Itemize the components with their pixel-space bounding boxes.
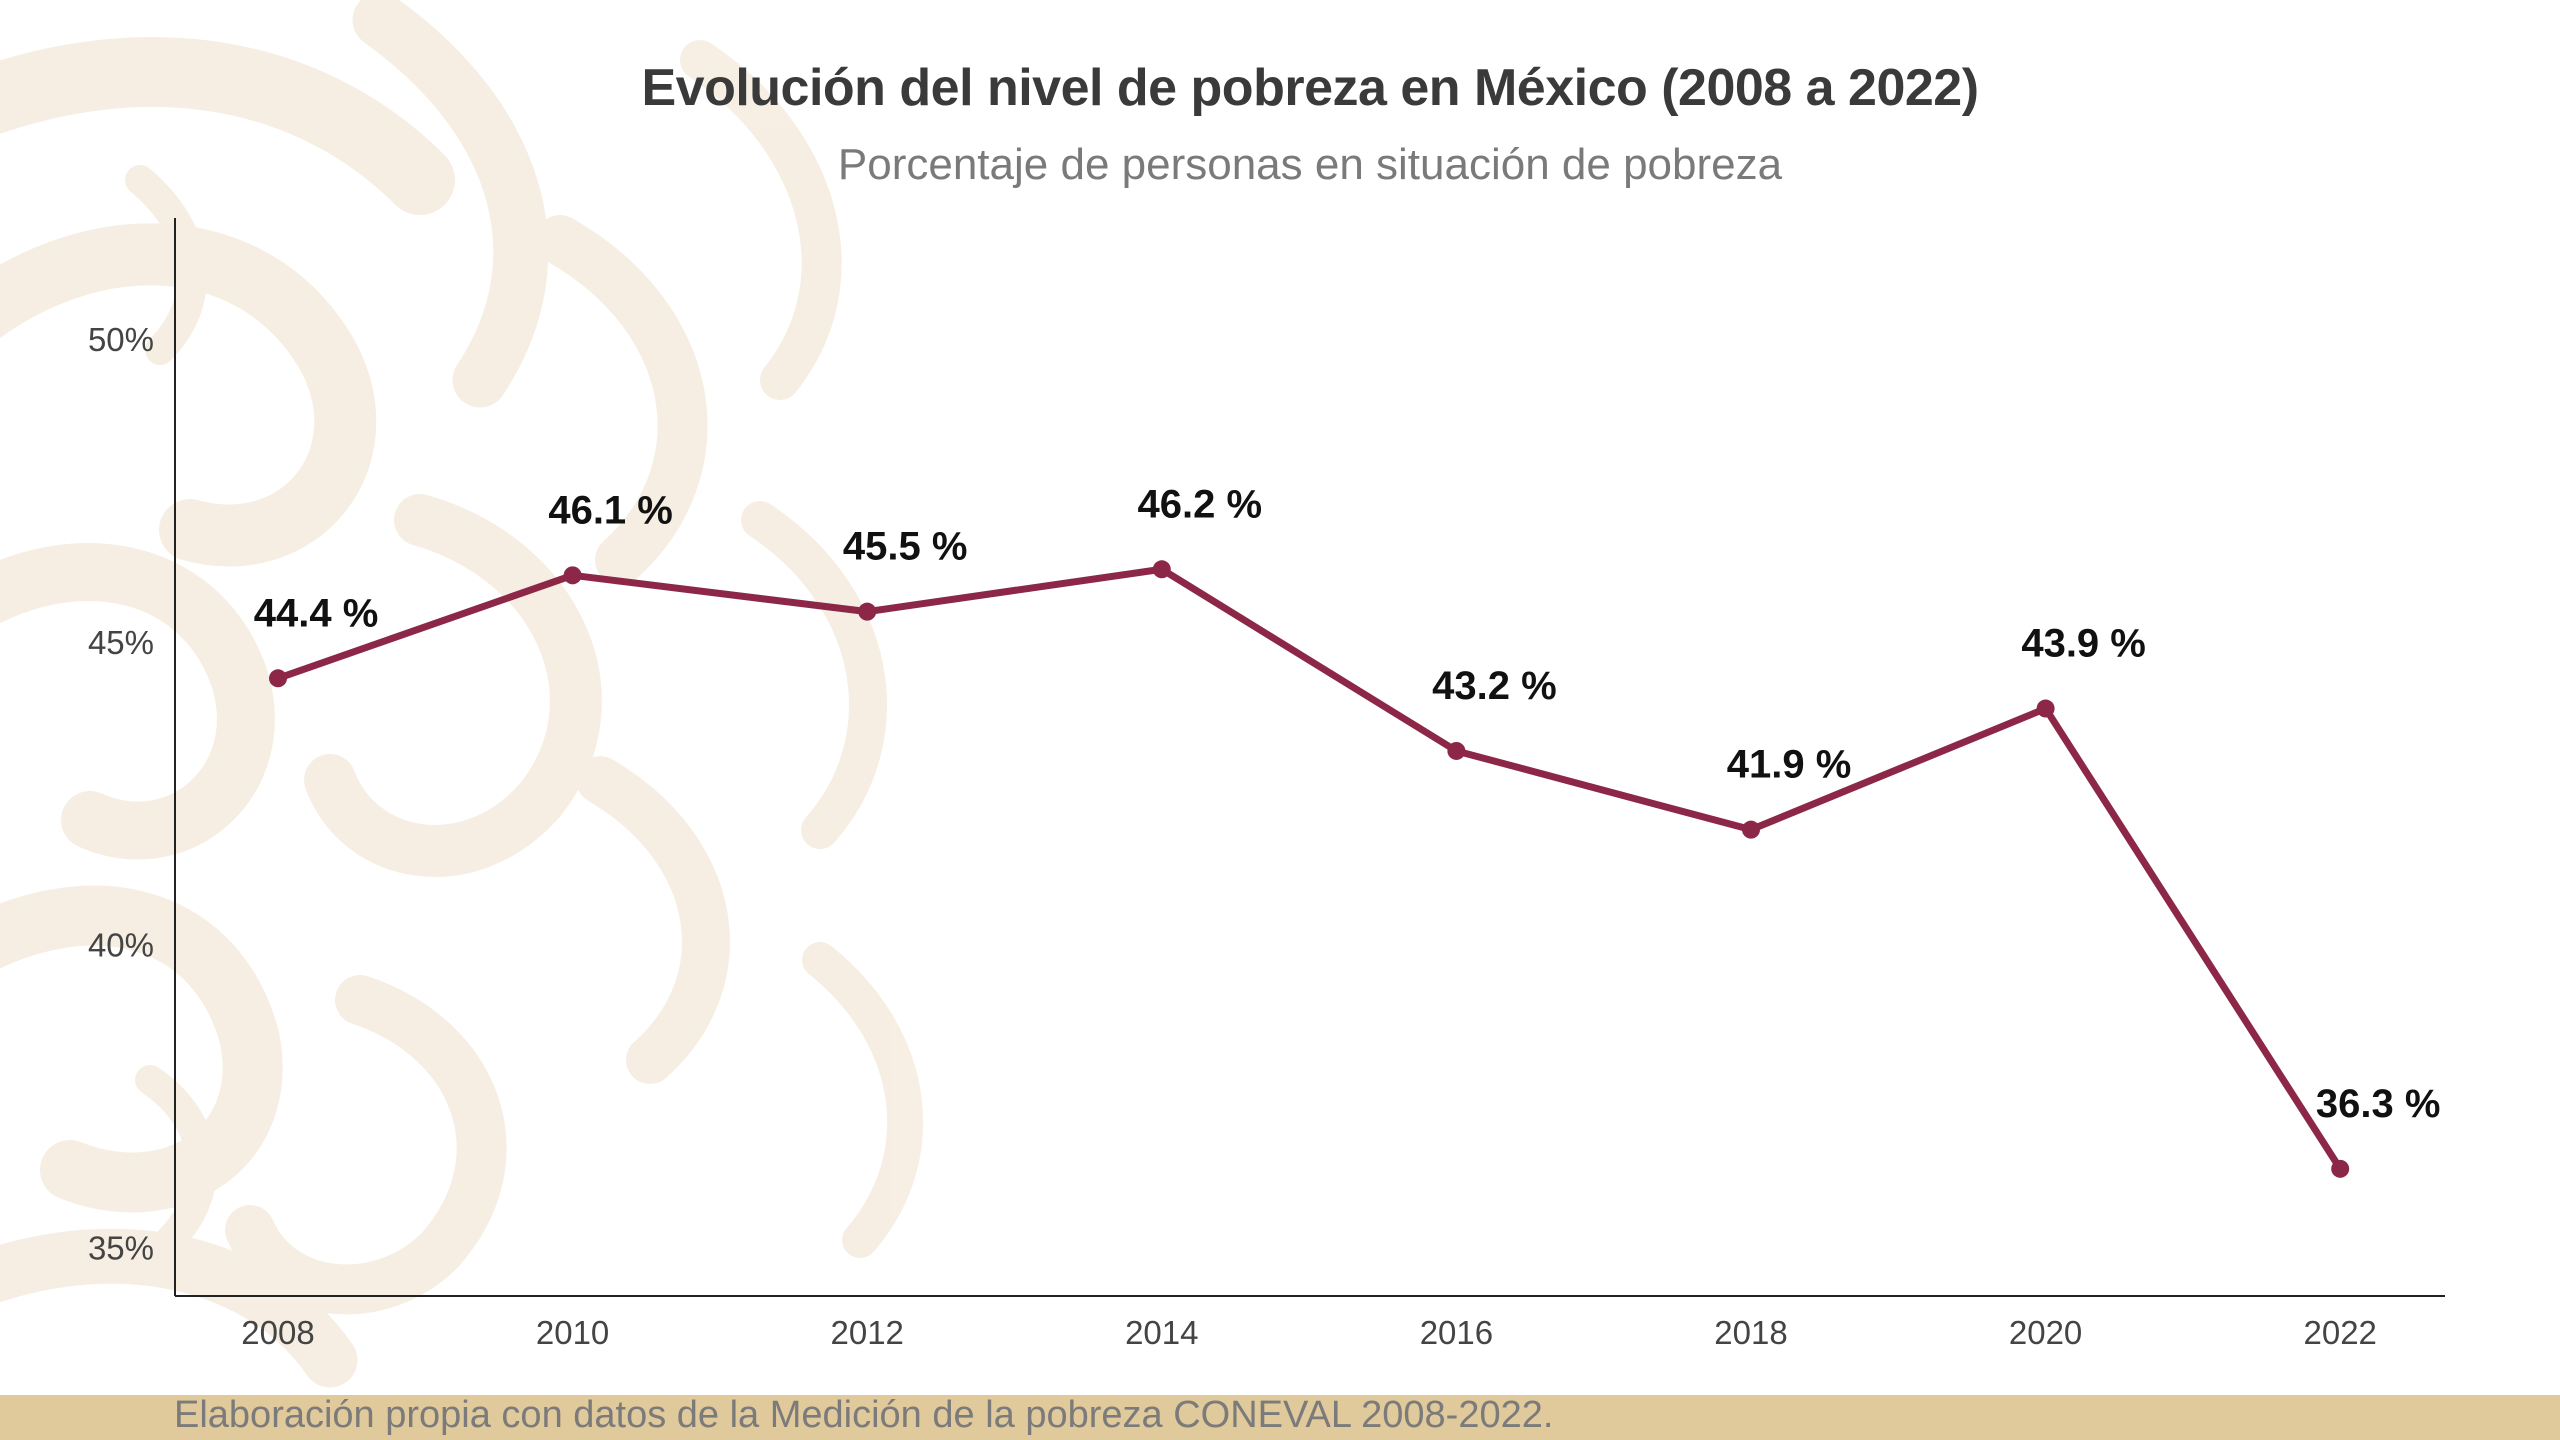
data-point [1742, 820, 1760, 839]
x-tick-label: 2018 [1714, 1314, 1787, 1351]
data-label: 43.2 % [1432, 664, 1557, 708]
data-label: 36.3 % [2316, 1082, 2441, 1126]
source-note: Elaboración propia con datos de la Medic… [174, 1394, 1554, 1436]
data-point [858, 602, 877, 621]
data-label: 41.9 % [1727, 743, 1852, 787]
data-point [1152, 560, 1171, 579]
data-point [1447, 741, 1466, 760]
footer-band [0, 1395, 2560, 1440]
y-tick-label: 40% [88, 927, 154, 964]
x-tick-label: 2016 [1420, 1314, 1493, 1351]
data-label: 45.5 % [843, 525, 968, 569]
y-tick-label: 45% [88, 624, 154, 661]
x-tick-label: 2022 [2303, 1314, 2376, 1351]
x-tick-label: 2008 [241, 1314, 314, 1351]
data-point [563, 566, 582, 585]
data-label: 46.2 % [1138, 482, 1263, 526]
data-label: 43.9 % [2021, 622, 2146, 666]
data-label: 46.1 % [548, 488, 673, 532]
chart-subtitle: Porcentaje de personas en situación de p… [837, 140, 1783, 189]
y-tick-label: 50% [88, 321, 154, 358]
data-point [2036, 699, 2055, 718]
chart-title: Evolución del nivel de pobreza en México… [641, 59, 1979, 117]
x-tick-labels: 2008 2010 2012 2014 2016 2018 2020 2022 [241, 1314, 2377, 1351]
series-line [274, 565, 2344, 1173]
x-tick-label: 2014 [1125, 1314, 1198, 1351]
x-tick-label: 2012 [830, 1314, 903, 1351]
x-tick-label: 2020 [2009, 1314, 2082, 1351]
y-tick-labels: 35% 40% 45% 50% [88, 321, 154, 1266]
data-labels: 44.4 % 46.1 % 45.5 % 46.2 % 43.2 % 41.9 % 43.9… [254, 482, 2441, 1126]
series-group [269, 560, 2350, 1178]
y-tick-label: 35% [88, 1230, 154, 1267]
data-label: 44.4 % [254, 591, 379, 635]
x-tick-label: 2010 [536, 1314, 609, 1351]
data-point [269, 669, 287, 688]
data-point [2331, 1159, 2350, 1178]
